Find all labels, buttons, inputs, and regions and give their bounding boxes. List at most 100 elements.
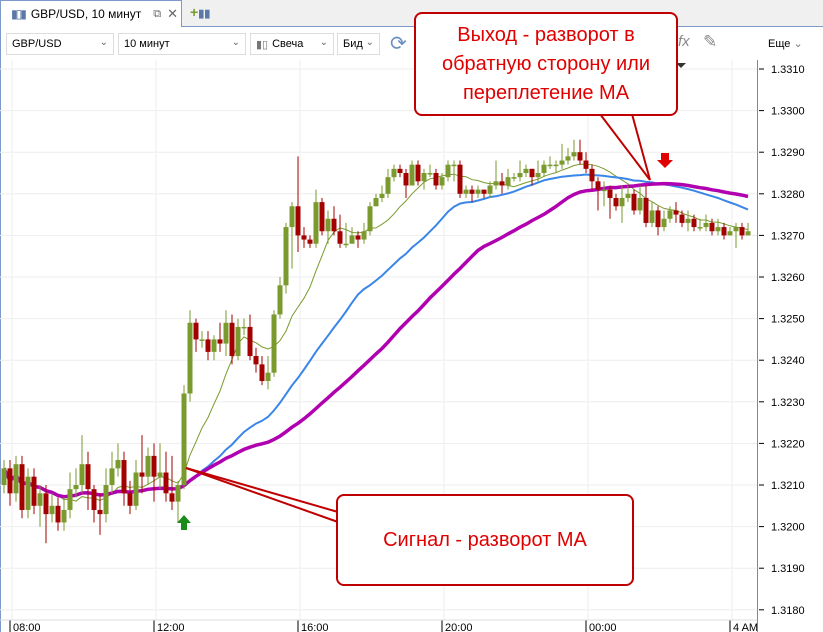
candle-down: [583, 152, 589, 173]
candle-body: [13, 464, 19, 494]
y-tick-label: 1.3310: [771, 64, 805, 76]
candle-up: [145, 447, 151, 485]
candle-body: [475, 189, 481, 194]
x-tick-label: 20:00: [445, 622, 473, 632]
candle-down: [193, 318, 199, 352]
candle-down: [481, 189, 487, 198]
candle-body: [319, 202, 325, 232]
candle-body: [391, 168, 397, 178]
candle-body: [625, 193, 631, 198]
tab-bar: ▮▯▮ GBP/USD, 10 минут ⧉ ✕ +▮▮: [0, 0, 823, 27]
close-icon[interactable]: ✕: [167, 6, 179, 21]
more-label: Еще: [768, 38, 791, 50]
interval-select[interactable]: 10 минут ⌄: [118, 33, 246, 55]
candle-body: [493, 181, 499, 186]
candle-body: [169, 493, 175, 502]
candle-body: [367, 206, 373, 232]
x-tick-label: 08:00: [13, 622, 41, 632]
refresh-icon[interactable]: ⟳: [390, 33, 407, 55]
annotation-pointers: [177, 63, 686, 530]
candle-body: [145, 455, 151, 477]
candle-body: [43, 493, 49, 515]
candle-up: [181, 385, 187, 490]
candle-body: [223, 322, 229, 344]
candle-down: [229, 314, 235, 365]
candle-body: [7, 468, 13, 494]
candle-up: [379, 185, 385, 203]
candle-body: [241, 326, 247, 329]
popout-icon[interactable]: ⧉: [153, 7, 162, 20]
candle-body: [523, 168, 529, 173]
candle-body: [349, 235, 355, 244]
candle-down: [643, 185, 649, 228]
indicators-fx-icon[interactable]: fx: [678, 33, 690, 50]
tab-title: GBP/USD, 10 минут: [30, 7, 142, 21]
candle-body: [673, 210, 679, 215]
candle-down: [91, 485, 97, 523]
price-type-value: Бид: [343, 38, 363, 50]
pencil-icon[interactable]: ✎: [703, 32, 718, 51]
add-chart-icon[interactable]: +▮▮: [190, 4, 211, 20]
candle-body: [451, 164, 457, 167]
candle-body: [187, 322, 193, 394]
candle-up: [199, 331, 205, 348]
tab-chart[interactable]: ▮▯▮ GBP/USD, 10 минут ⧉ ✕: [0, 0, 182, 27]
candle-up: [733, 222, 739, 248]
candle-up: [283, 222, 289, 294]
y-tick-label: 1.3300: [771, 106, 805, 118]
candle-body: [307, 239, 313, 244]
candle-body: [277, 285, 283, 315]
candle-up: [241, 318, 247, 336]
candle-body: [409, 164, 415, 186]
candle-up: [451, 160, 457, 182]
scroll-marker-icon[interactable]: [676, 63, 686, 68]
price-type-select[interactable]: Бид ⌄: [337, 33, 380, 55]
y-tick-label: 1.3260: [771, 272, 805, 284]
candle-up: [487, 181, 493, 198]
candle-body: [535, 173, 541, 178]
candle-up: [271, 310, 277, 377]
ma-fast-line: [3, 163, 749, 502]
candle-body: [19, 464, 25, 510]
candle-up: [541, 160, 547, 178]
candle-body: [163, 472, 169, 494]
axes: 1.3310 1.3300 1.3290 1.3280 1.3270 1.3260 1.32…: [0, 60, 805, 632]
symbol-select[interactable]: GBP/USD ⌄: [6, 33, 114, 55]
candle-down: [319, 197, 325, 236]
candle-up: [37, 485, 43, 527]
candle-body: [253, 356, 259, 365]
candle-body: [127, 493, 133, 506]
chevron-down-icon: ⌄: [231, 37, 240, 48]
candle-down: [679, 210, 685, 228]
candle-up: [553, 160, 559, 173]
candle-body: [571, 152, 577, 157]
candle-body: [595, 181, 601, 190]
more-button[interactable]: Еще ⌄: [768, 37, 803, 50]
candle-up: [463, 185, 469, 198]
candle-down: [709, 218, 715, 236]
candle-body: [151, 455, 157, 477]
chevron-down-icon: ⌄: [99, 37, 108, 48]
candle-up: [619, 185, 625, 223]
interval-value: 10 минут: [124, 38, 170, 50]
chart-type-select[interactable]: ▮▯ Свеча ⌄: [250, 33, 334, 55]
candle-down: [631, 189, 637, 215]
candle-body: [655, 210, 661, 228]
candle-up: [13, 455, 19, 502]
candle-body: [355, 235, 361, 240]
candle-body: [271, 314, 277, 373]
candle-down: [397, 164, 403, 178]
candle-body: [337, 231, 343, 244]
chart-type-value: Свеча: [272, 38, 304, 50]
candles-icon: ▮▯▮: [11, 7, 27, 21]
candle-down: [331, 206, 337, 236]
candle-down: [121, 451, 127, 506]
candle-down: [469, 185, 475, 203]
candle-body: [289, 206, 295, 228]
chevron-down-icon: ⌄: [319, 37, 328, 48]
candle-up: [601, 181, 607, 207]
candle-up: [265, 356, 271, 390]
candle-up: [277, 277, 283, 319]
candle-down: [415, 160, 421, 186]
candle-body: [1, 468, 7, 485]
